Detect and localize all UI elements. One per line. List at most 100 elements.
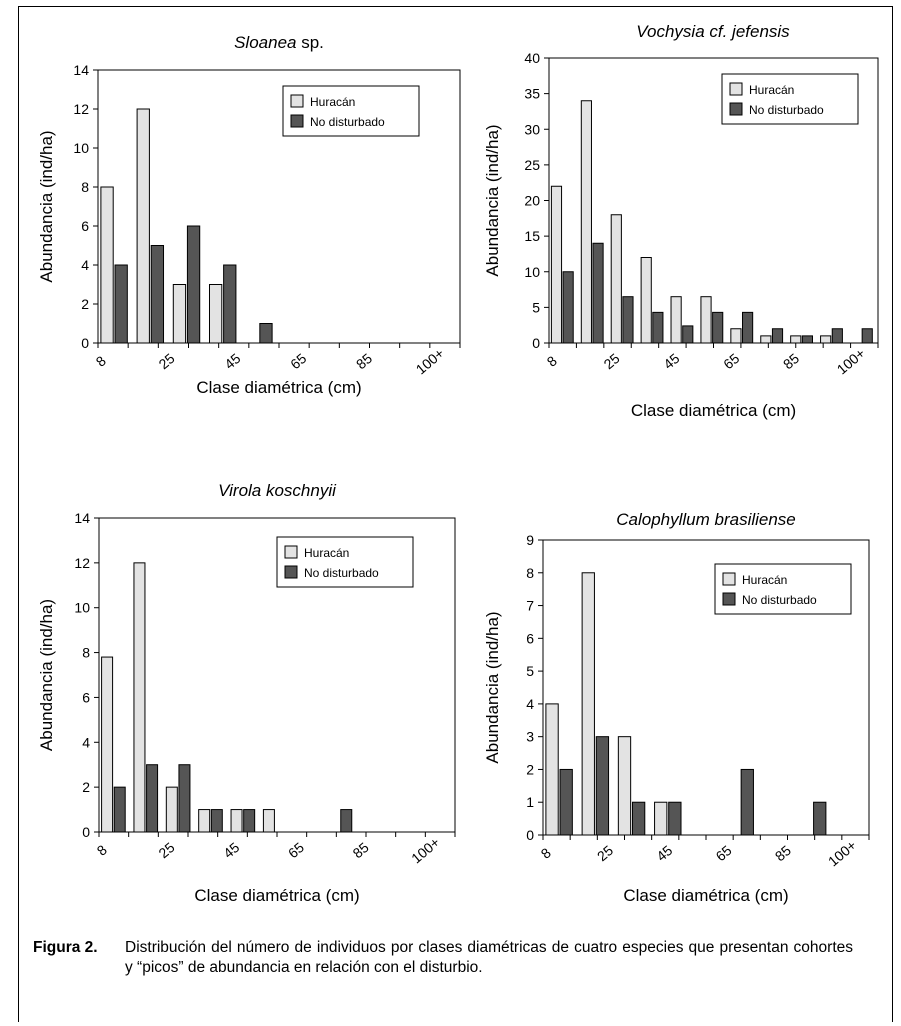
chart-title-italic: Sloanea <box>234 33 296 52</box>
legend-box <box>282 85 420 137</box>
bar-no-disturbado <box>114 264 128 344</box>
bar-no-disturbado <box>146 764 159 833</box>
legend-label-no-disturbado: No disturbado <box>742 593 817 607</box>
chart-title: Calophyllum brasiliense <box>616 510 796 529</box>
chart-sloanea: Sloanea sp. 0 2 4 6 8 10 12 14 8 25 45 65 85 100+ Clase… <box>37 33 461 397</box>
y-tick-label: 15 <box>524 228 540 244</box>
bar-no-disturbado <box>113 786 126 833</box>
y-tick-label: 12 <box>73 101 89 117</box>
y-tick-label: 4 <box>526 696 534 712</box>
bar-huracan <box>100 186 114 344</box>
x-axis-label: Clase diamétrica (cm) <box>194 886 359 905</box>
bar-huracan <box>101 656 114 833</box>
legend-swatch-huracan <box>284 545 298 559</box>
legend-box <box>276 536 414 588</box>
y-tick-label: 0 <box>81 335 89 351</box>
chart-title: Sloanea sp. <box>234 33 324 52</box>
x-tick-label: 8 <box>93 352 109 369</box>
chart-title: Vochysia cf. jefensis <box>636 22 790 41</box>
y-tick-label: 3 <box>526 729 534 745</box>
y-tick-label: 1 <box>526 794 534 810</box>
bar-no-disturbado <box>631 801 646 836</box>
y-tick-label: 0 <box>526 827 534 843</box>
bar-huracan <box>172 284 187 344</box>
bar-huracan <box>730 328 742 344</box>
legend-label-huracan: Huracán <box>749 83 794 97</box>
legend: Huracán No disturbado <box>721 73 859 125</box>
bar-no-disturbado <box>622 296 634 344</box>
bar-huracan <box>230 809 243 833</box>
figure-frame <box>18 6 893 1022</box>
legend-swatch-huracan <box>722 572 736 586</box>
y-axis-label: Abundancia (ind/ha) <box>483 611 502 763</box>
y-tick-label: 8 <box>81 179 89 195</box>
y-tick-label: 0 <box>532 335 540 351</box>
bar-huracan <box>580 100 592 344</box>
y-tick-label: 5 <box>532 299 540 315</box>
y-tick-label: 2 <box>81 296 89 312</box>
legend: Huracán No disturbado <box>282 85 420 137</box>
x-tick-label: 25 <box>155 839 177 861</box>
y-tick-label: 20 <box>524 193 540 209</box>
x-tick-label: 85 <box>780 350 802 372</box>
legend: Huracán No disturbado <box>714 563 852 615</box>
bar-no-disturbado <box>668 801 682 836</box>
y-tick-label: 12 <box>74 555 90 571</box>
x-tick-label: 65 <box>720 350 742 372</box>
bar-huracan <box>654 801 668 836</box>
y-tick-label: 6 <box>81 218 89 234</box>
bar-no-disturbado <box>340 809 353 833</box>
y-tick-label: 0 <box>82 824 90 840</box>
legend-swatch-huracan <box>290 94 304 108</box>
bar-huracan <box>136 108 150 344</box>
y-tick-label: 6 <box>82 689 90 705</box>
x-tick-label: 100+ <box>408 834 442 867</box>
x-tick-label: 45 <box>653 842 675 864</box>
bar-huracan <box>670 296 682 344</box>
x-tick-label: 85 <box>772 842 794 864</box>
x-tick-label: 8 <box>94 841 110 858</box>
x-axis-label: Clase diamétrica (cm) <box>196 378 361 397</box>
x-tick-label: 100+ <box>825 837 859 870</box>
x-tick-label: 8 <box>538 844 554 861</box>
y-axis-label: Abundancia (ind/ha) <box>37 599 56 751</box>
bar-no-disturbado <box>178 764 191 833</box>
y-tick-label: 14 <box>74 510 90 526</box>
bar-no-disturbado <box>801 335 813 344</box>
bar-no-disturbado <box>742 311 754 344</box>
x-tick-label: 100+ <box>834 345 868 378</box>
legend-swatch-huracan <box>729 82 743 96</box>
y-tick-label: 35 <box>524 86 540 102</box>
legend-label-huracan: Huracán <box>310 95 355 109</box>
y-tick-label: 40 <box>524 50 540 66</box>
bar-huracan <box>165 786 178 833</box>
x-tick-label: 65 <box>287 350 309 372</box>
legend-label-no-disturbado: No disturbado <box>304 566 379 580</box>
legend-label-huracan: Huracán <box>304 546 349 560</box>
chart-vochysia: Vochysia cf. jefensis 0 5 10 15 20 25 30 35 40 8 25… <box>483 22 879 420</box>
caption-text: Distribución del número de individuos po… <box>125 939 853 976</box>
chart-virola: Virola koschnyii 0 2 4 6 8 10 12 14 8 25 45 65 85 100+… <box>37 481 456 905</box>
legend-swatch-no-disturbado <box>722 592 736 606</box>
bar-huracan <box>640 257 652 344</box>
legend-label-no-disturbado: No disturbado <box>749 103 824 117</box>
bar-no-disturbado <box>652 311 664 344</box>
y-tick-label: 10 <box>74 600 90 616</box>
bar-huracan <box>208 284 223 344</box>
bar-huracan <box>700 296 712 344</box>
figure-caption: Figura 2. Distribución del número de ind… <box>33 938 853 978</box>
bar-huracan <box>550 185 563 344</box>
bar-huracan <box>760 335 772 344</box>
y-tick-label: 8 <box>82 645 90 661</box>
x-tick-label: 25 <box>594 842 616 864</box>
legend-swatch-no-disturbado <box>729 102 743 116</box>
x-tick-label: 100+ <box>413 345 447 378</box>
x-tick-label: 25 <box>600 350 622 372</box>
x-tick-label: 45 <box>220 839 242 861</box>
y-tick-label: 4 <box>82 734 90 750</box>
y-tick-label: 7 <box>526 598 534 614</box>
caption-label: Figura 2. <box>33 939 98 956</box>
x-tick-label: 8 <box>544 352 560 369</box>
